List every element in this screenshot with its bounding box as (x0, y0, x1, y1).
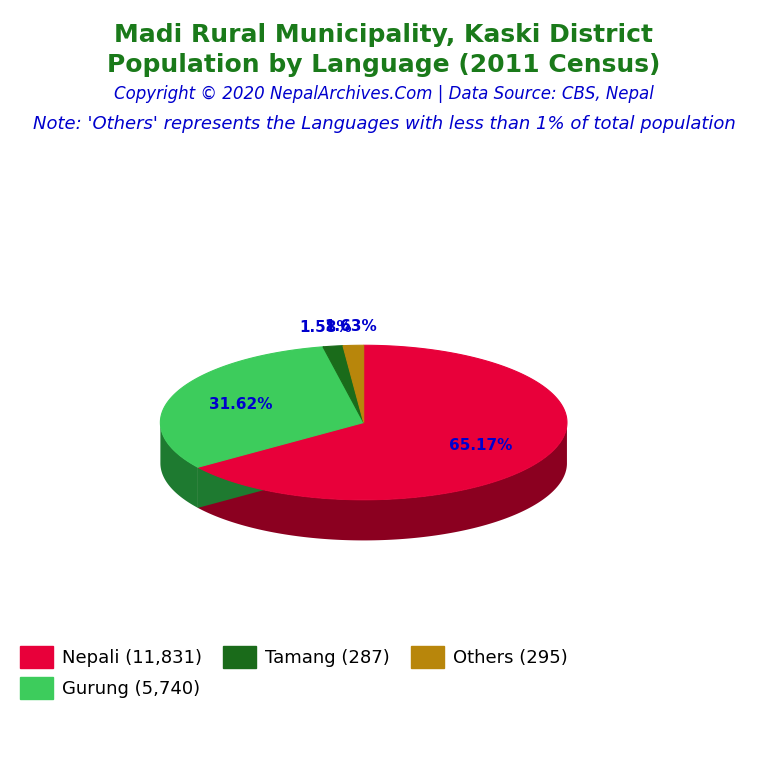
Polygon shape (323, 346, 364, 422)
Polygon shape (198, 422, 364, 508)
Text: Population by Language (2011 Census): Population by Language (2011 Census) (108, 53, 660, 78)
Text: 1.63%: 1.63% (324, 319, 377, 333)
Polygon shape (343, 346, 364, 422)
Text: Madi Rural Municipality, Kaski District: Madi Rural Municipality, Kaski District (114, 22, 654, 47)
Polygon shape (161, 347, 364, 467)
Text: 31.62%: 31.62% (209, 396, 273, 412)
Polygon shape (198, 346, 567, 500)
Polygon shape (161, 423, 198, 508)
Legend: Nepali (11,831), Gurung (5,740), Tamang (287), Others (295): Nepali (11,831), Gurung (5,740), Tamang … (13, 638, 574, 706)
Text: Note: 'Others' represents the Languages with less than 1% of total population: Note: 'Others' represents the Languages … (32, 115, 736, 134)
Polygon shape (198, 424, 567, 541)
Text: 65.17%: 65.17% (449, 438, 513, 453)
Polygon shape (198, 422, 364, 508)
Text: Copyright © 2020 NepalArchives.Com | Data Source: CBS, Nepal: Copyright © 2020 NepalArchives.Com | Dat… (114, 84, 654, 103)
Text: 1.58%: 1.58% (299, 319, 352, 335)
